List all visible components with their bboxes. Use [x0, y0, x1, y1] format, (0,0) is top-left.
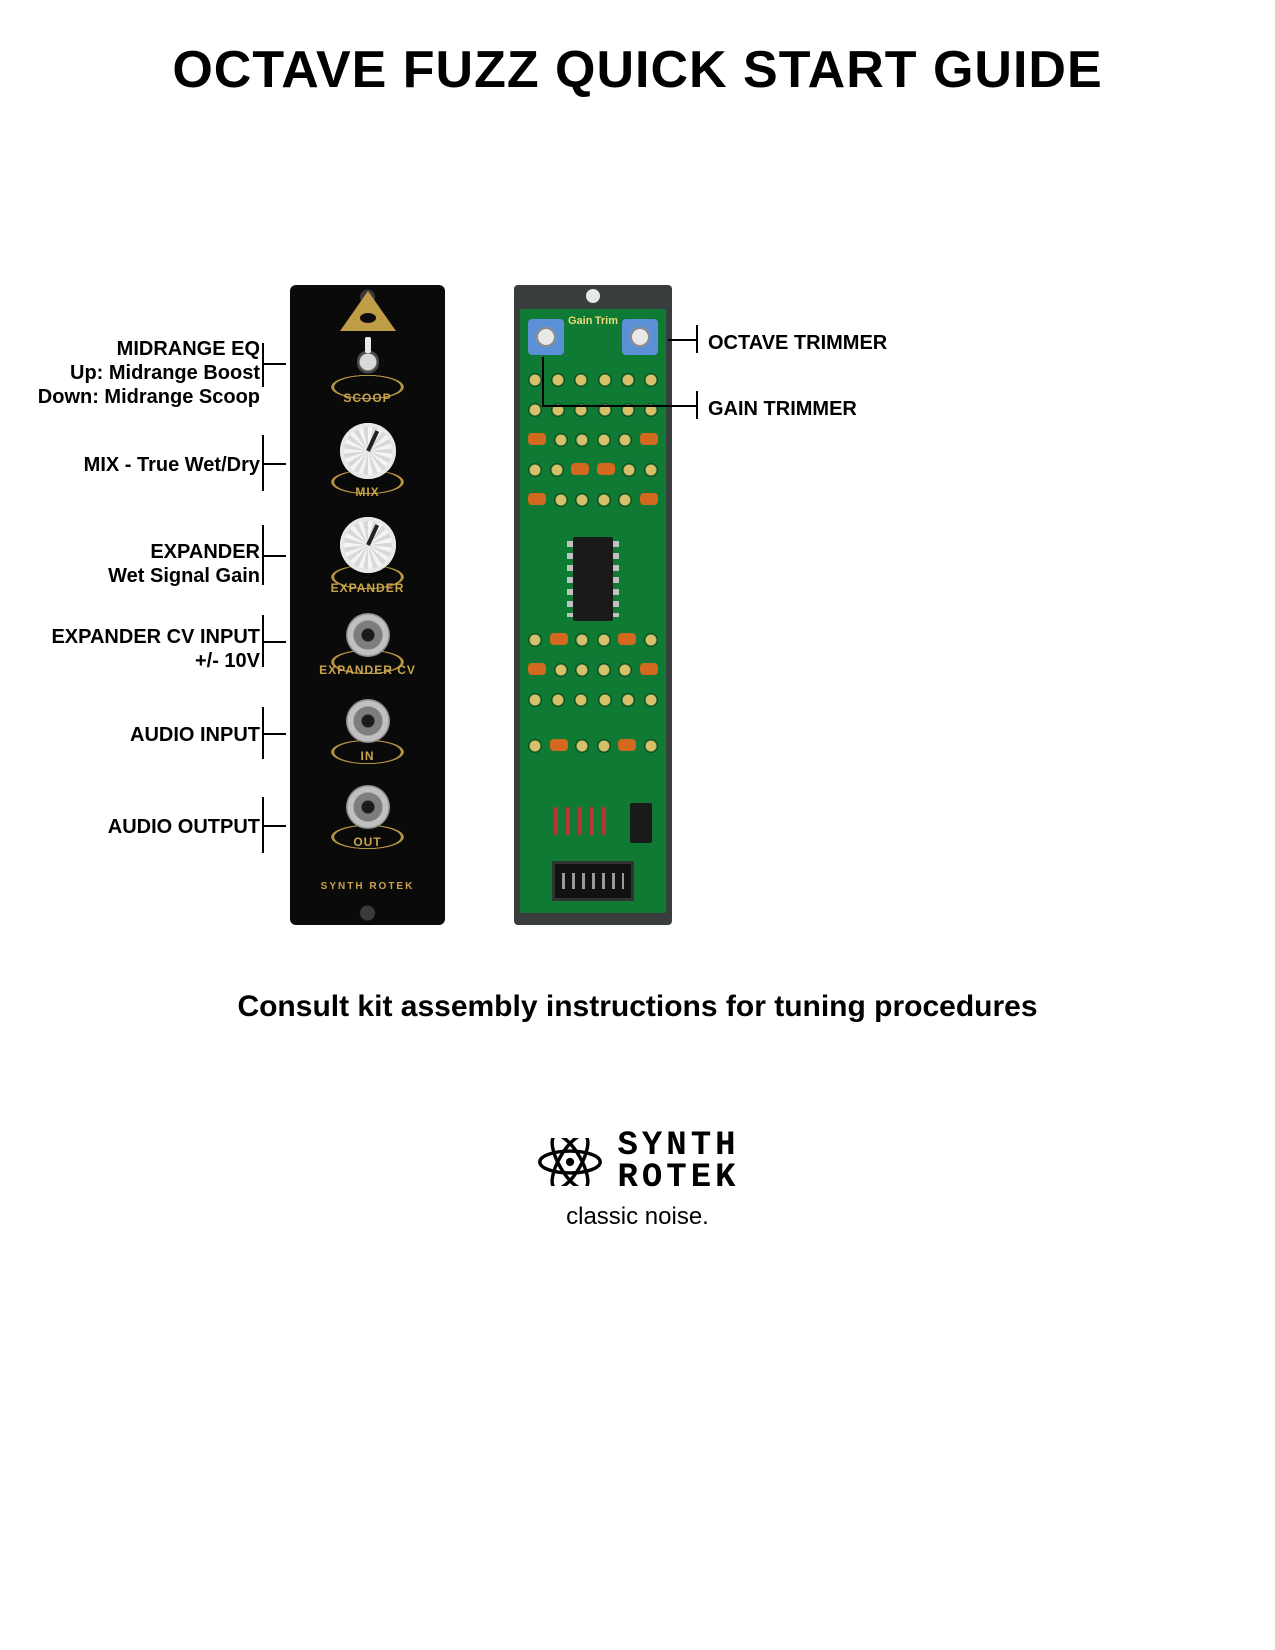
callout-title: EXPANDER CV INPUT	[0, 625, 260, 649]
component-row	[528, 663, 658, 681]
brand-logo-block: SYNTH ROTEK classic noise.	[0, 1130, 1275, 1231]
component-row	[528, 739, 658, 757]
callout-mix: MIX - True Wet/Dry	[0, 453, 260, 477]
callout-gain-trimmer: GAIN TRIMMER	[708, 397, 857, 421]
diagram-area: O F SCOOP MIX EXPANDER EXPANDER CV IN OU…	[0, 285, 1275, 935]
diode-row	[554, 807, 614, 835]
callout-octave-trimmer: OCTAVE TRIMMER	[708, 331, 887, 355]
callout-title: AUDIO OUTPUT	[0, 815, 260, 839]
audio-in-jack	[346, 699, 390, 743]
atom-icon	[535, 1138, 605, 1186]
lead-line	[262, 733, 286, 735]
lead-line	[262, 707, 264, 759]
callout-title: GAIN TRIMMER	[708, 397, 857, 421]
expander-cv-label: EXPANDER CV	[290, 663, 445, 677]
lead-line	[262, 555, 286, 557]
lead-line	[262, 363, 286, 365]
component-row	[528, 463, 658, 481]
mounting-hole-icon	[586, 289, 600, 303]
callout-title: OCTAVE TRIMMER	[708, 331, 887, 355]
lead-line	[262, 641, 286, 643]
audio-out-jack	[346, 785, 390, 829]
lead-line	[262, 525, 264, 585]
lead-line	[262, 797, 264, 853]
component-row	[528, 433, 658, 451]
module-front-panel: O F SCOOP MIX EXPANDER EXPANDER CV IN OU…	[290, 285, 445, 925]
lead-line	[668, 339, 698, 341]
brand-line1: SYNTH	[617, 1130, 739, 1162]
lead-line	[262, 615, 264, 667]
callout-sub: Wet Signal Gain	[0, 564, 260, 588]
component-row	[528, 493, 658, 511]
lead-line	[696, 325, 698, 353]
lead-line	[262, 435, 264, 491]
callout-sub: Up: Midrange Boost Down: Midrange Scoop	[0, 361, 260, 409]
callout-midrange-eq: MIDRANGE EQ Up: Midrange Boost Down: Mid…	[0, 337, 260, 409]
callout-title: MIDRANGE EQ	[0, 337, 260, 361]
power-header	[552, 861, 634, 901]
lead-line	[542, 357, 544, 407]
out-label: OUT	[290, 835, 445, 849]
component-row	[528, 373, 658, 391]
callout-expander-cv: EXPANDER CV INPUT +/- 10V	[0, 625, 260, 673]
trim-silk-label: Trim	[595, 315, 618, 327]
callout-title: EXPANDER	[0, 540, 260, 564]
callout-title: MIX - True Wet/Dry	[0, 453, 260, 477]
callout-title: AUDIO INPUT	[0, 723, 260, 747]
lead-line	[262, 463, 286, 465]
gain-silk-label: Gain	[568, 315, 592, 327]
expander-cv-jack	[346, 613, 390, 657]
brand-line2: ROTEK	[617, 1162, 739, 1194]
mix-knob	[340, 423, 396, 479]
scoop-toggle	[357, 347, 379, 377]
mix-label: MIX	[290, 485, 445, 499]
footnote-text: Consult kit assembly instructions for tu…	[0, 990, 1275, 1024]
lead-line	[262, 343, 264, 387]
panel-brand-strip: SYNTH ROTEK	[300, 873, 435, 899]
in-label: IN	[290, 749, 445, 763]
brand-tagline: classic noise.	[0, 1203, 1275, 1231]
lead-line	[696, 391, 698, 419]
lead-line	[542, 405, 698, 407]
eye-triangle-icon	[340, 291, 396, 331]
component-row	[528, 693, 658, 711]
lead-line	[262, 825, 286, 827]
callout-audio-input: AUDIO INPUT	[0, 723, 260, 747]
callout-expander: EXPANDER Wet Signal Gain	[0, 540, 260, 588]
brand-wordmark: SYNTH ROTEK	[617, 1130, 739, 1195]
brand-logo-row: SYNTH ROTEK	[535, 1130, 739, 1195]
octave-trimmer	[622, 319, 658, 355]
page-title: OCTAVE FUZZ QUICK START GUIDE	[0, 40, 1275, 100]
gain-trimmer	[528, 319, 564, 355]
voltage-regulator	[630, 803, 652, 843]
expander-label: EXPANDER	[290, 581, 445, 595]
scoop-label: SCOOP	[290, 391, 445, 405]
callout-sub: +/- 10V	[0, 649, 260, 673]
module-pcb: Gain Trim	[514, 285, 672, 925]
component-row	[528, 633, 658, 651]
expander-knob	[340, 517, 396, 573]
ic-chip	[573, 537, 613, 621]
callout-audio-output: AUDIO OUTPUT	[0, 815, 260, 839]
